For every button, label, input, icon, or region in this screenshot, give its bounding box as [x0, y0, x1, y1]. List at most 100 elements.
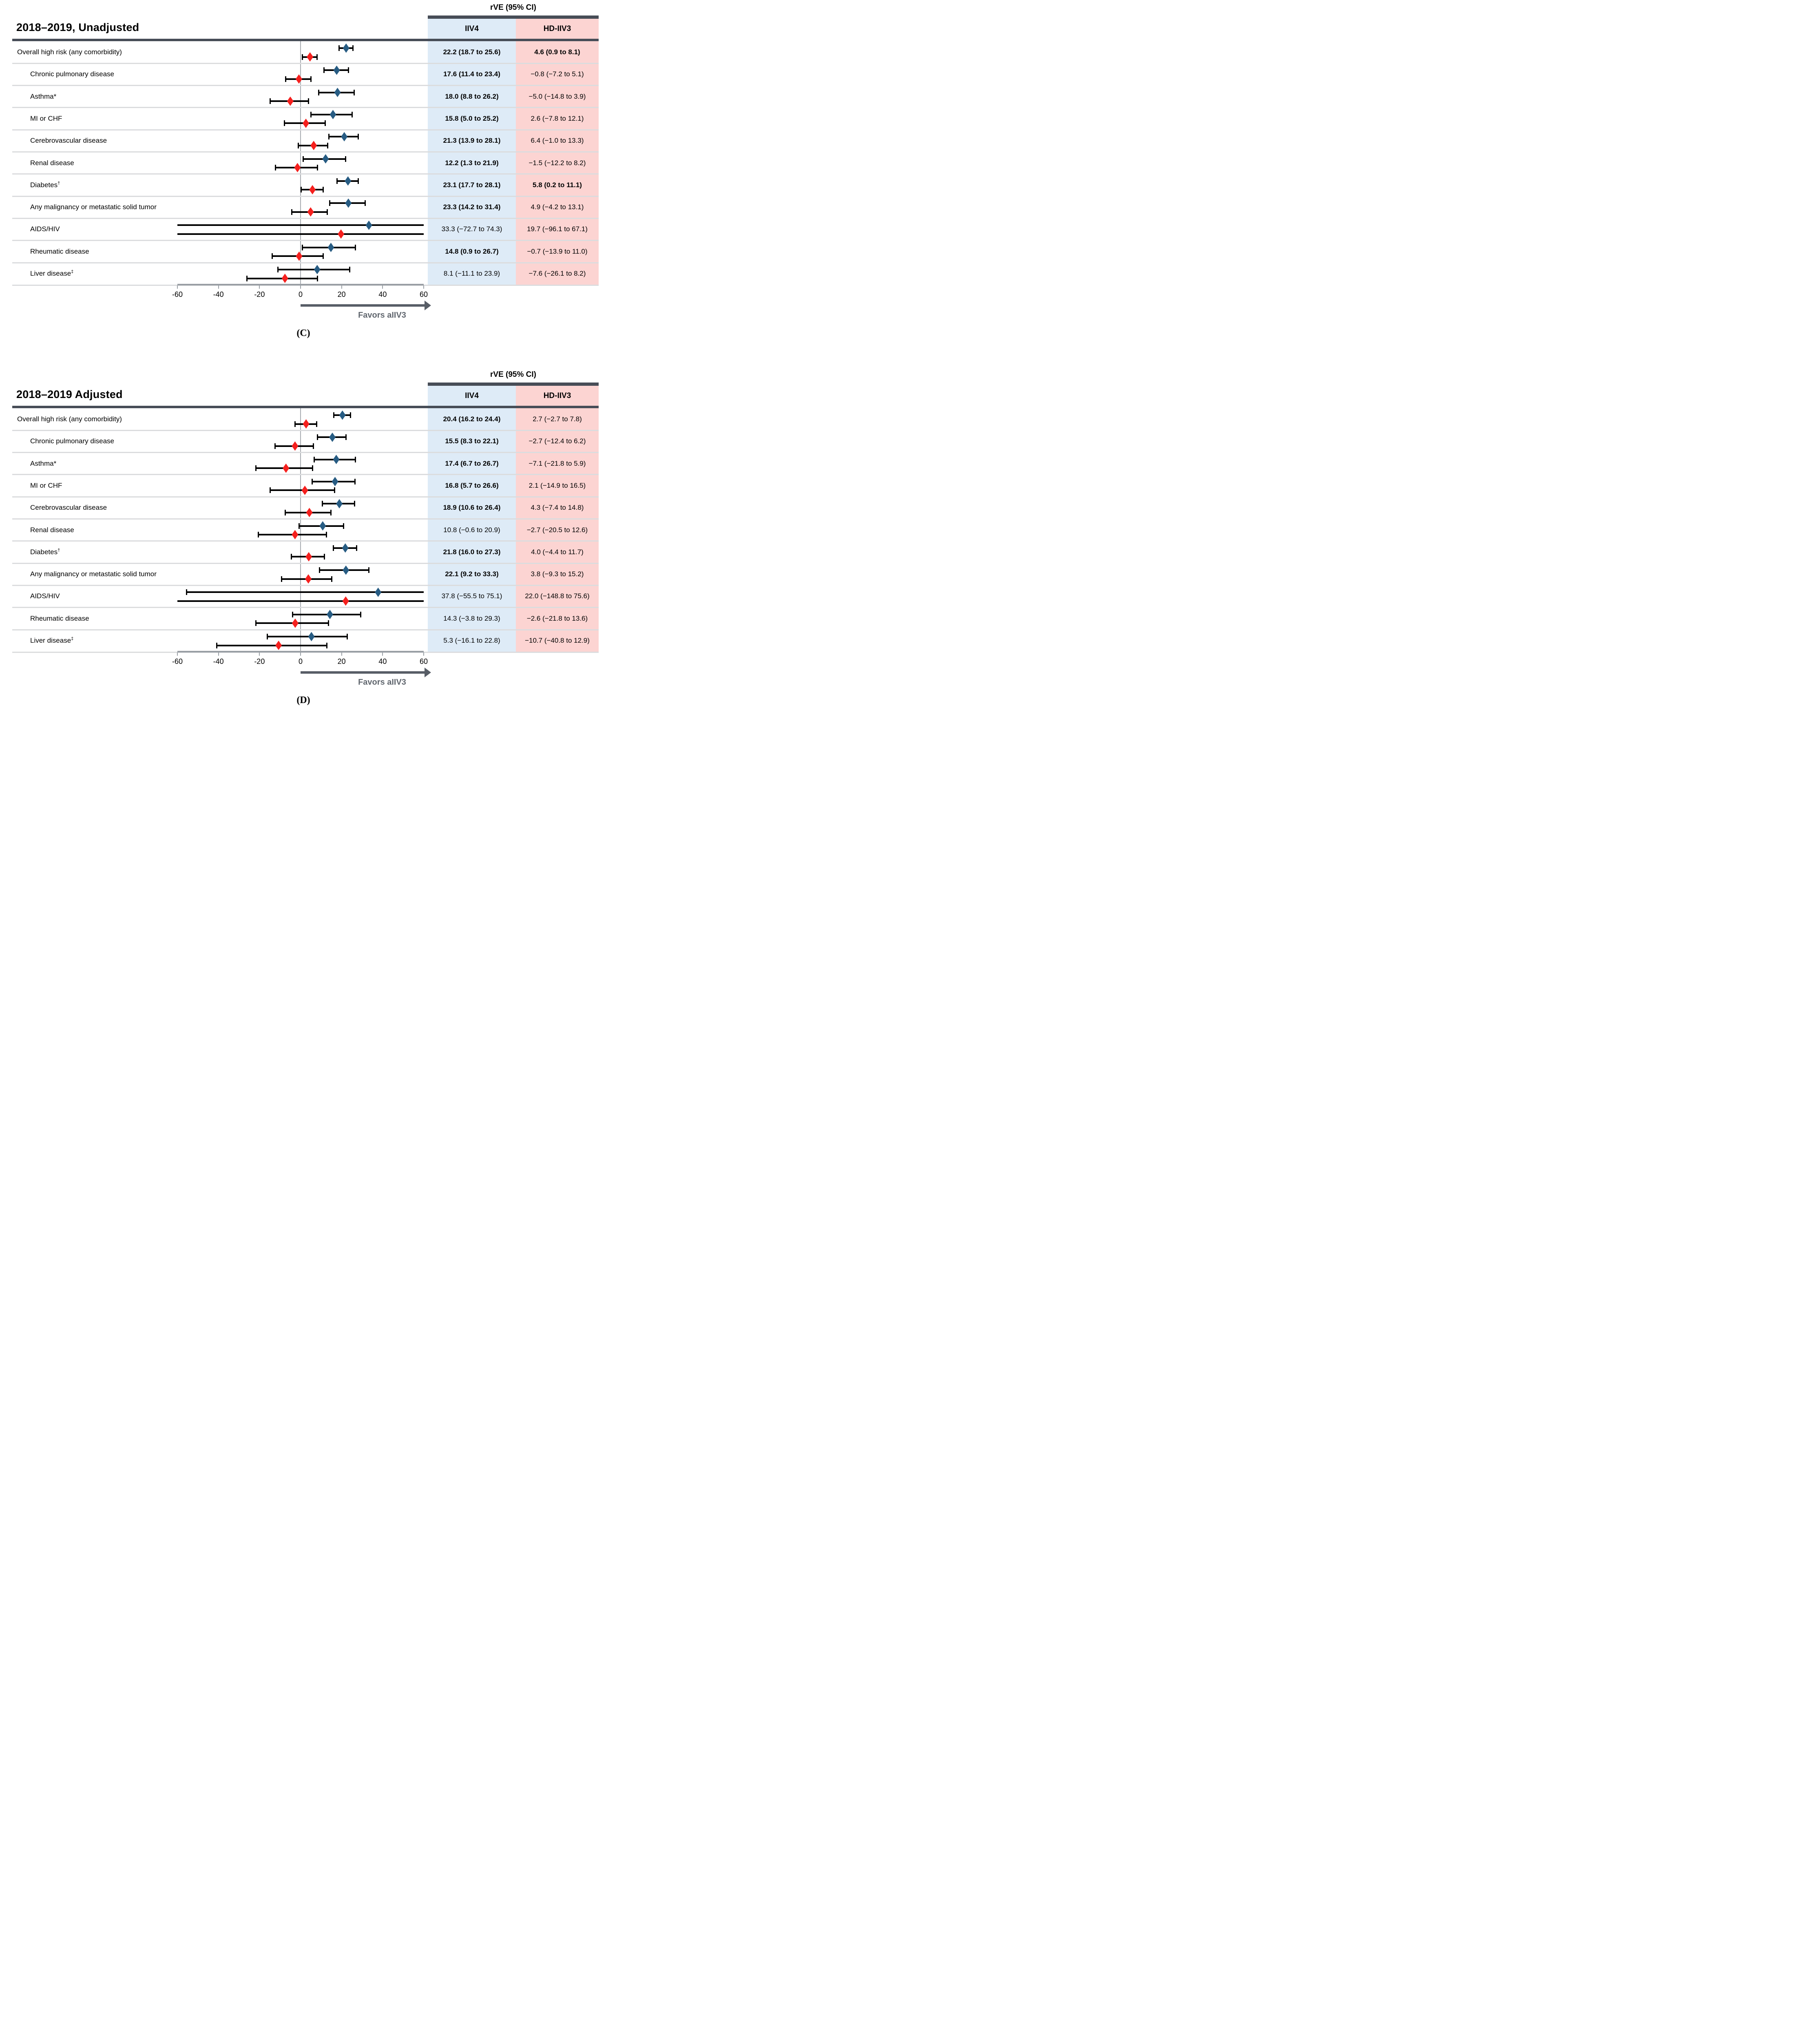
iiv4-ci-line [186, 591, 424, 593]
column-header-hd-iiv3: HD-IIV3 [543, 391, 571, 400]
hd-iiv3-ci-cap-low [284, 120, 285, 126]
row-label-footnote-mark: † [57, 181, 60, 186]
hd-iiv3-value: 22.0 (−148.8 to 75.6) [525, 592, 590, 600]
row-label-text: Liver disease [30, 270, 71, 277]
hd-iiv3-ci-cap-high [316, 54, 318, 60]
panel-letter: (C) [296, 328, 310, 338]
iiv4-ci-cap-high [357, 134, 359, 140]
iiv4-ci-cap-high [356, 545, 357, 551]
iiv4-value: 23.3 (14.2 to 31.4) [443, 203, 501, 211]
hd-iiv3-diamond [303, 118, 310, 128]
iiv4-ci-cap-low [318, 89, 319, 95]
row-label: Cerebrovascular disease [30, 497, 107, 519]
row-label-text: Rheumatic disease [30, 247, 89, 255]
hd-iiv3-value: −0.8 (−7.2 to 5.1) [531, 70, 584, 78]
iiv4-value: 12.2 (1.3 to 21.9) [445, 159, 499, 167]
row-label-text: Liver disease [30, 637, 71, 644]
hd-iiv3-diamond [292, 530, 299, 540]
iiv4-value: 21.8 (16.0 to 27.3) [443, 548, 501, 556]
hd-iiv3-ci-cap-high [326, 642, 328, 648]
hd-iiv3-diamond [283, 463, 290, 473]
row-label-footnote-mark: ‡ [71, 636, 74, 641]
iiv4-value: 22.2 (18.7 to 25.6) [443, 48, 501, 56]
iiv4-ci-line [278, 269, 350, 270]
row-label: Cerebrovascular disease [30, 130, 107, 152]
hd-iiv3-ci-cap-high [330, 509, 332, 515]
row-separator [12, 217, 599, 219]
row-label: Overall high risk (any comorbidity) [17, 41, 122, 63]
hd-iiv3-ci-line [177, 600, 424, 602]
row-label: MI or CHF [30, 475, 62, 497]
hd-iiv3-diamond [294, 163, 301, 172]
hd-iiv3-ci-cap-low [269, 487, 271, 493]
table-header-title: rVE (95% CI) [490, 370, 536, 379]
row-label-text: Overall high risk (any comorbidity) [17, 415, 122, 423]
row-separator [12, 173, 599, 175]
axis-tick-label: 20 [337, 657, 346, 666]
hd-iiv3-ci-cap-low [216, 642, 218, 648]
iiv4-diamond [333, 65, 340, 75]
hd-iiv3-ci-cap-low [255, 465, 257, 471]
axis-tick-label: 40 [378, 290, 387, 299]
row-label-text: Diabetes [30, 181, 58, 189]
iiv4-diamond [365, 220, 372, 230]
hd-iiv3-ci-cap-high [308, 98, 310, 104]
iiv4-ci-cap-low [310, 111, 312, 117]
hd-iiv3-value: −10.7 (−40.8 to 12.9) [525, 637, 590, 644]
row-label-text: Chronic pulmonary disease [30, 70, 114, 78]
iiv4-value: 22.1 (9.2 to 33.3) [445, 570, 499, 578]
row-separator [12, 540, 599, 542]
row-label: Overall high risk (any comorbidity) [17, 408, 122, 430]
hd-iiv3-ci-cap-high [325, 120, 326, 126]
iiv4-value: 33.3 (−72.7 to 74.3) [441, 225, 502, 233]
row-label-text: Cerebrovascular disease [30, 504, 107, 512]
hd-iiv3-ci-cap-low [271, 253, 273, 259]
row-separator [12, 629, 599, 630]
iiv4-diamond [322, 154, 329, 164]
hd-iiv3-ci-cap-low [255, 620, 257, 626]
iiv4-value: 16.8 (5.7 to 26.6) [445, 481, 499, 489]
forest-plot-figure: rVE (95% CI) IIV4 HD-IIV3 2018–2019, Una… [0, 0, 607, 710]
iiv4-ci-cap-high [352, 45, 354, 51]
row-label-text: Cerebrovascular disease [30, 137, 107, 145]
hd-iiv3-value: 4.6 (0.9 to 8.1) [534, 48, 580, 56]
row-label: Chronic pulmonary disease [30, 430, 114, 452]
axis-tick [177, 285, 178, 289]
row-separator [12, 607, 599, 608]
hd-iiv3-diamond [305, 574, 312, 584]
iiv4-ci-cap-high [354, 501, 356, 507]
hd-iiv3-ci-cap-high [316, 275, 318, 281]
row-label-text: AIDS/HIV [30, 225, 60, 233]
row-label-text: Any malignancy or metastatic solid tumor [30, 203, 157, 211]
favors-arrow [301, 304, 425, 307]
header-divider-rule [12, 39, 599, 41]
iiv4-diamond [326, 610, 333, 619]
table-header-rule [428, 15, 599, 19]
iiv4-value: 18.9 (10.6 to 26.4) [443, 504, 501, 512]
row-label-text: MI or CHF [30, 114, 62, 122]
iiv4-ci-cap-high [349, 267, 350, 272]
iiv4-ci-cap-low [338, 45, 340, 51]
hd-iiv3-diamond [275, 641, 282, 650]
row-label: MI or CHF [30, 108, 62, 130]
row-label: Rheumatic disease [30, 241, 89, 263]
hd-iiv3-ci-line [177, 233, 424, 235]
hd-iiv3-diamond [292, 441, 299, 451]
hd-iiv3-value: −1.5 (−12.2 to 8.2) [529, 159, 586, 167]
iiv4-ci-line [267, 636, 347, 637]
row-separator [12, 195, 599, 197]
axis-tick-label: 60 [419, 290, 428, 299]
hd-iiv3-diamond [306, 508, 313, 517]
hd-iiv3-diamond [338, 229, 345, 239]
hd-iiv3-ci-cap-low [298, 142, 299, 148]
iiv4-ci-cap-low [336, 178, 338, 184]
hd-iiv3-ci-cap-low [294, 421, 296, 427]
axis-tick [300, 285, 301, 289]
header-divider-rule [12, 406, 599, 408]
hd-iiv3-ci-cap-low [281, 576, 282, 582]
iiv4-diamond [336, 499, 343, 509]
hd-iiv3-ci-cap-high [327, 620, 329, 626]
axis-tick-label: -20 [254, 290, 265, 299]
iiv4-ci-cap-high [364, 200, 366, 206]
iiv4-diamond [329, 432, 336, 442]
